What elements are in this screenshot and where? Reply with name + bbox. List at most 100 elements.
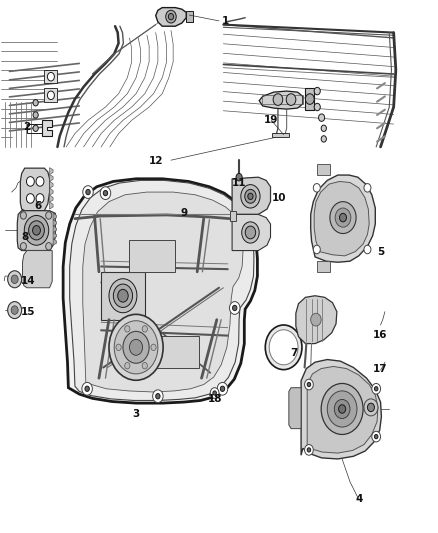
Polygon shape (259, 91, 303, 109)
Circle shape (118, 289, 128, 302)
Polygon shape (317, 165, 330, 175)
Circle shape (372, 431, 381, 442)
Circle shape (125, 326, 130, 332)
Circle shape (46, 243, 52, 250)
Circle shape (20, 243, 26, 250)
Circle shape (245, 226, 256, 239)
Polygon shape (44, 70, 57, 83)
Polygon shape (70, 180, 254, 400)
Circle shape (233, 305, 237, 311)
Circle shape (339, 213, 346, 222)
Polygon shape (130, 240, 175, 272)
Circle shape (321, 383, 363, 434)
Circle shape (307, 448, 311, 452)
Polygon shape (149, 336, 199, 368)
Polygon shape (22, 251, 52, 288)
Polygon shape (301, 360, 381, 459)
Circle shape (116, 344, 121, 351)
Polygon shape (53, 226, 57, 232)
Circle shape (364, 399, 378, 416)
Text: 2: 2 (23, 122, 31, 132)
Circle shape (142, 362, 148, 369)
Circle shape (113, 284, 133, 308)
Polygon shape (186, 11, 193, 22)
Polygon shape (14, 276, 22, 282)
Circle shape (230, 302, 240, 314)
Circle shape (36, 176, 44, 186)
Circle shape (311, 313, 321, 326)
Circle shape (33, 125, 38, 132)
Polygon shape (232, 214, 271, 251)
Circle shape (32, 225, 40, 235)
Polygon shape (232, 177, 271, 214)
Circle shape (265, 325, 302, 369)
Circle shape (24, 215, 49, 245)
Circle shape (103, 190, 108, 196)
Circle shape (327, 391, 357, 427)
Circle shape (166, 10, 176, 23)
Text: 12: 12 (148, 156, 163, 166)
Circle shape (155, 393, 160, 399)
Polygon shape (49, 181, 53, 188)
Polygon shape (20, 168, 49, 211)
Polygon shape (49, 188, 53, 195)
Text: 10: 10 (272, 193, 286, 204)
Circle shape (11, 275, 18, 284)
Text: 15: 15 (21, 306, 35, 317)
Circle shape (374, 386, 378, 391)
Circle shape (125, 362, 130, 369)
Polygon shape (155, 7, 186, 26)
Circle shape (28, 221, 44, 240)
Polygon shape (314, 181, 369, 256)
Circle shape (242, 222, 259, 243)
Circle shape (11, 306, 18, 314)
Circle shape (364, 183, 371, 192)
Circle shape (168, 13, 173, 20)
Circle shape (364, 245, 371, 254)
Circle shape (213, 391, 216, 395)
Polygon shape (311, 175, 375, 262)
Circle shape (374, 434, 378, 439)
Circle shape (286, 94, 296, 106)
Polygon shape (101, 272, 145, 320)
Circle shape (269, 330, 298, 365)
Circle shape (33, 100, 38, 106)
Circle shape (109, 314, 163, 380)
Circle shape (36, 193, 44, 203)
Circle shape (314, 103, 320, 111)
Polygon shape (53, 213, 57, 220)
Polygon shape (49, 174, 53, 181)
Circle shape (151, 344, 156, 351)
Circle shape (220, 386, 225, 391)
Circle shape (314, 87, 320, 95)
Polygon shape (289, 387, 301, 429)
Polygon shape (42, 120, 52, 136)
Circle shape (339, 405, 346, 413)
Text: 7: 7 (290, 348, 298, 358)
Text: 18: 18 (208, 394, 223, 405)
Circle shape (114, 321, 158, 374)
Polygon shape (317, 261, 330, 272)
Circle shape (372, 383, 381, 394)
Circle shape (8, 271, 21, 288)
Circle shape (335, 208, 351, 227)
Circle shape (109, 279, 137, 313)
Polygon shape (49, 195, 53, 202)
Polygon shape (53, 232, 57, 239)
Polygon shape (53, 239, 57, 245)
Circle shape (313, 183, 320, 192)
Circle shape (330, 201, 356, 233)
Circle shape (304, 379, 313, 390)
Circle shape (318, 114, 325, 122)
Circle shape (367, 403, 374, 411)
Text: 9: 9 (180, 208, 187, 219)
Circle shape (82, 382, 92, 395)
Circle shape (26, 176, 34, 186)
Polygon shape (53, 220, 57, 226)
Circle shape (47, 91, 54, 100)
Text: 16: 16 (373, 329, 388, 340)
Polygon shape (49, 167, 53, 174)
Polygon shape (272, 133, 289, 138)
Circle shape (248, 193, 253, 199)
Text: 19: 19 (263, 115, 278, 125)
